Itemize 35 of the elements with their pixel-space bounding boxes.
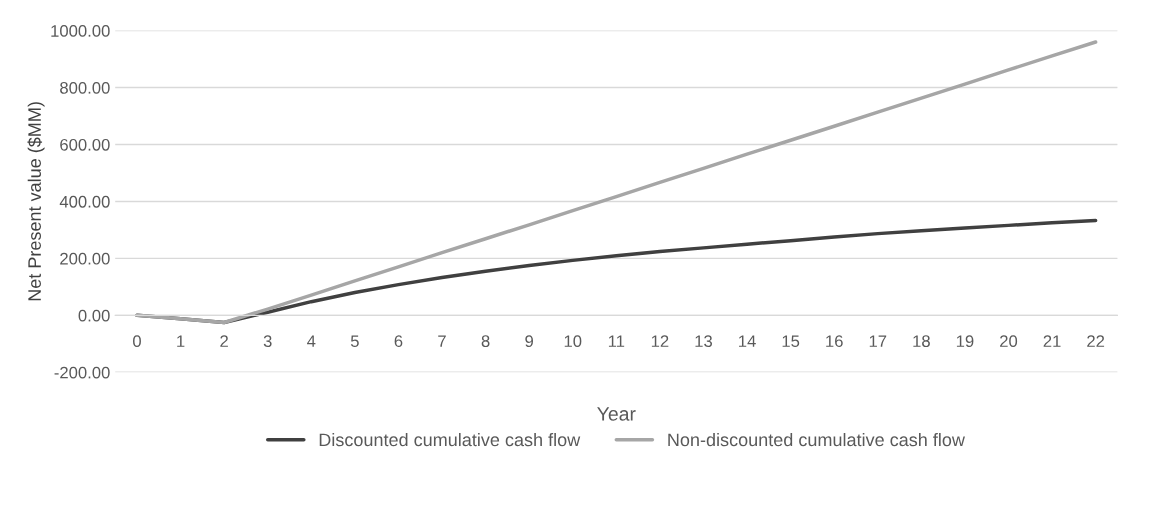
x-tick-label: 18 bbox=[913, 335, 930, 348]
y-tick-label: -200.00 bbox=[54, 366, 110, 379]
x-tick-label: 9 bbox=[525, 335, 534, 348]
x-tick-label: 8 bbox=[481, 335, 490, 348]
x-tick-label: 15 bbox=[782, 335, 800, 348]
y-axis-title: Net Present value ($MM) bbox=[27, 102, 45, 301]
x-tick-label: 20 bbox=[1000, 335, 1018, 348]
y-tick-label: 1000.00 bbox=[51, 25, 110, 37]
x-tick-label: 14 bbox=[739, 335, 756, 347]
x-tick-label: 19 bbox=[956, 335, 974, 348]
legend-label: Non-discounted cumulative cash flow bbox=[668, 432, 965, 447]
x-tick-label: 0 bbox=[133, 335, 141, 348]
x-tick-label: 2 bbox=[220, 335, 228, 347]
y-tick-label: 0.00 bbox=[78, 309, 110, 322]
x-tick-label: 3 bbox=[263, 335, 272, 348]
y-tick-label: 600.00 bbox=[60, 138, 110, 151]
x-tick-label: 4 bbox=[307, 335, 316, 347]
x-tick-label: 13 bbox=[695, 335, 713, 348]
x-axis-title: Year bbox=[597, 407, 636, 421]
x-tick-label: 21 bbox=[1043, 335, 1061, 347]
x-tick-label: 6 bbox=[394, 335, 403, 348]
x-tick-label: 7 bbox=[438, 335, 446, 347]
y-tick-label: 400.00 bbox=[59, 195, 110, 208]
x-tick-label: 22 bbox=[1087, 335, 1105, 347]
x-tick-label: 10 bbox=[564, 335, 582, 348]
legend-label: Discounted cumulative cash flow bbox=[319, 432, 581, 447]
x-tick-label: 17 bbox=[869, 335, 887, 347]
y-tick-label: 800.00 bbox=[60, 81, 110, 94]
x-tick-label: 1 bbox=[177, 335, 185, 347]
x-tick-label: 5 bbox=[350, 335, 359, 348]
line-series bbox=[135, 40, 1098, 325]
y-tick-label: 200.00 bbox=[60, 252, 110, 265]
x-tick-label: 12 bbox=[651, 335, 669, 347]
x-tick-label: 16 bbox=[826, 335, 843, 348]
x-tick-label: 11 bbox=[608, 335, 625, 347]
